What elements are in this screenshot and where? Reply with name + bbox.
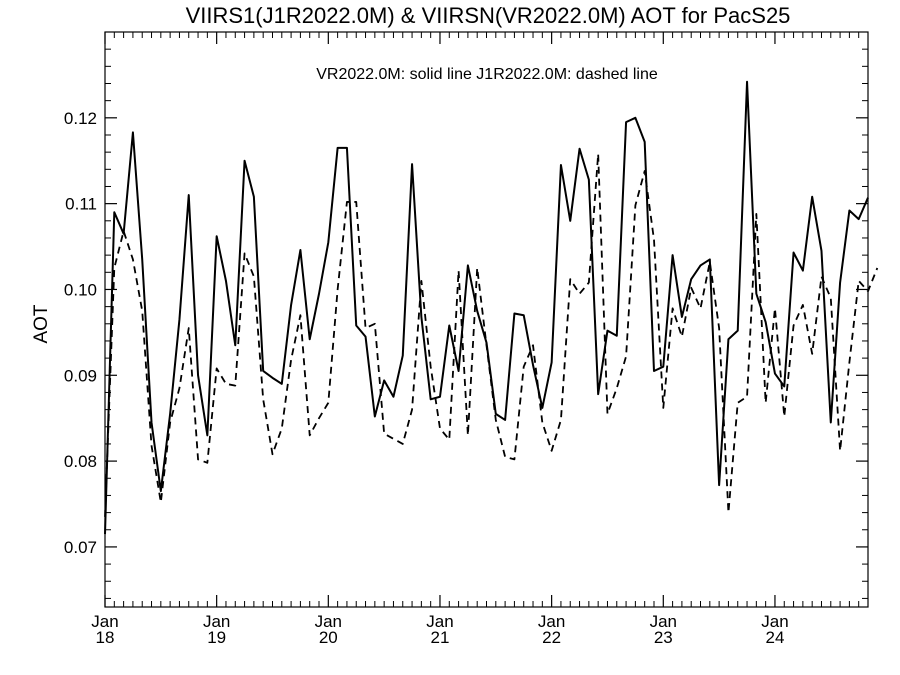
x-tick-label-year: 22 (542, 628, 561, 647)
y-tick-label: 0.12 (64, 109, 97, 128)
y-tick-label: 0.10 (64, 280, 97, 299)
x-tick-label-year: 18 (96, 628, 115, 647)
x-tick-label-year: 20 (319, 628, 338, 647)
x-tick-label-month: Jan (538, 612, 565, 631)
y-tick-label: 0.08 (64, 452, 97, 471)
y-tick-label: 0.11 (65, 195, 97, 214)
chart-title: VIIRS1(J1R2022.0M) & VIIRSN(VR2022.0M) A… (186, 3, 791, 28)
x-tick-label-year: 21 (431, 628, 450, 647)
x-tick-label-month: Jan (315, 612, 342, 631)
series-layer (104, 80, 879, 535)
x-tick-label-year: 19 (207, 628, 226, 647)
x-tick-label-month: Jan (203, 612, 230, 631)
y-tick-label: 0.09 (64, 366, 97, 385)
series-line-j1r2022 (104, 152, 879, 517)
y-axis-ticks: 0.07 0.08 0.09 0.10 0.11 0.12 (64, 48, 868, 599)
x-tick-label-month: Jan (91, 612, 118, 631)
x-tick-label-year: 23 (654, 628, 673, 647)
plot-frame (104, 31, 869, 608)
legend-text: VR2022.0M: solid line J1R2022.0M: dashed… (316, 66, 658, 83)
series-line-vr2022 (104, 80, 869, 535)
x-tick-label-month: Jan (426, 612, 453, 631)
x-tick-label-month: Jan (761, 612, 788, 631)
x-tick-label-year: 24 (765, 628, 784, 647)
x-tick-label-month: Jan (650, 612, 677, 631)
y-axis-label: AOT (31, 304, 52, 343)
y-tick-label: 0.07 (64, 538, 97, 557)
